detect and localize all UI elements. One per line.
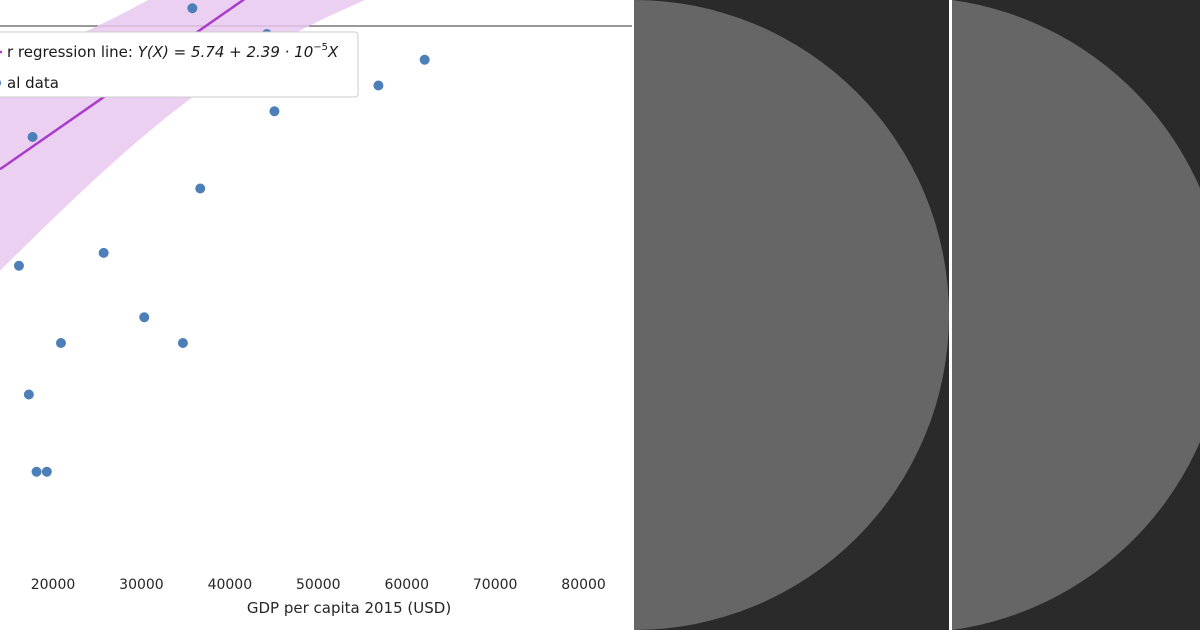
data-point (187, 3, 198, 14)
x-tick-label: 50000 (296, 577, 341, 593)
data-point (419, 54, 430, 65)
data-point (195, 183, 206, 194)
moon-image-panel (634, 0, 949, 630)
moon-disc (952, 0, 1200, 630)
moon-image (952, 0, 1200, 630)
legend-regression-formula: Y(X) = 5.74 + 2.39 · 10 (138, 43, 314, 61)
chart-svg: 20000 30000 40000 50000 60000 70000 80000 GDP … (0, 0, 632, 617)
panel-divider (949, 0, 952, 630)
data-point (23, 389, 34, 400)
data-point (139, 312, 150, 323)
x-tick-label: 30000 (119, 577, 164, 593)
x-tick-label: 40000 (208, 577, 253, 593)
x-tick-label: 60000 (384, 577, 429, 593)
legend-regression-suffix: X (327, 43, 339, 61)
data-point (98, 247, 109, 258)
moon-disc (634, 0, 949, 630)
legend-entry-data: al data (7, 74, 59, 92)
data-point (177, 338, 188, 348)
legend-frame (0, 31, 359, 98)
x-tick-label: 70000 (473, 577, 518, 593)
data-point (27, 132, 38, 142)
x-axis-label: GDP per capita 2015 (USD) (247, 599, 451, 617)
legend: r regression line: Y(X) = 5.74 + 2.39 · … (0, 31, 359, 98)
data-point (31, 466, 42, 477)
data-point (41, 466, 52, 477)
moon-image-panel (952, 0, 1200, 630)
data-point (269, 106, 280, 117)
scatter-chart: 20000 30000 40000 50000 60000 70000 80000 GDP … (0, 0, 632, 617)
legend-regression-exponent: −5 (313, 42, 328, 53)
data-point (373, 80, 384, 91)
legend-marker-swatch (0, 80, 1, 86)
panel-divider (632, 0, 634, 630)
legend-regression-prefix: r regression line: (7, 43, 138, 61)
legend-entry-regression: r regression line: Y(X) = 5.74 + 2.39 · … (7, 42, 339, 61)
x-tick-label: 20000 (31, 577, 76, 593)
data-point (55, 338, 66, 348)
x-axis-ticks: 20000 30000 40000 50000 60000 70000 80000 (31, 577, 606, 593)
moon-image (634, 0, 949, 630)
data-point (13, 260, 24, 271)
x-tick-label: 80000 (561, 577, 606, 593)
